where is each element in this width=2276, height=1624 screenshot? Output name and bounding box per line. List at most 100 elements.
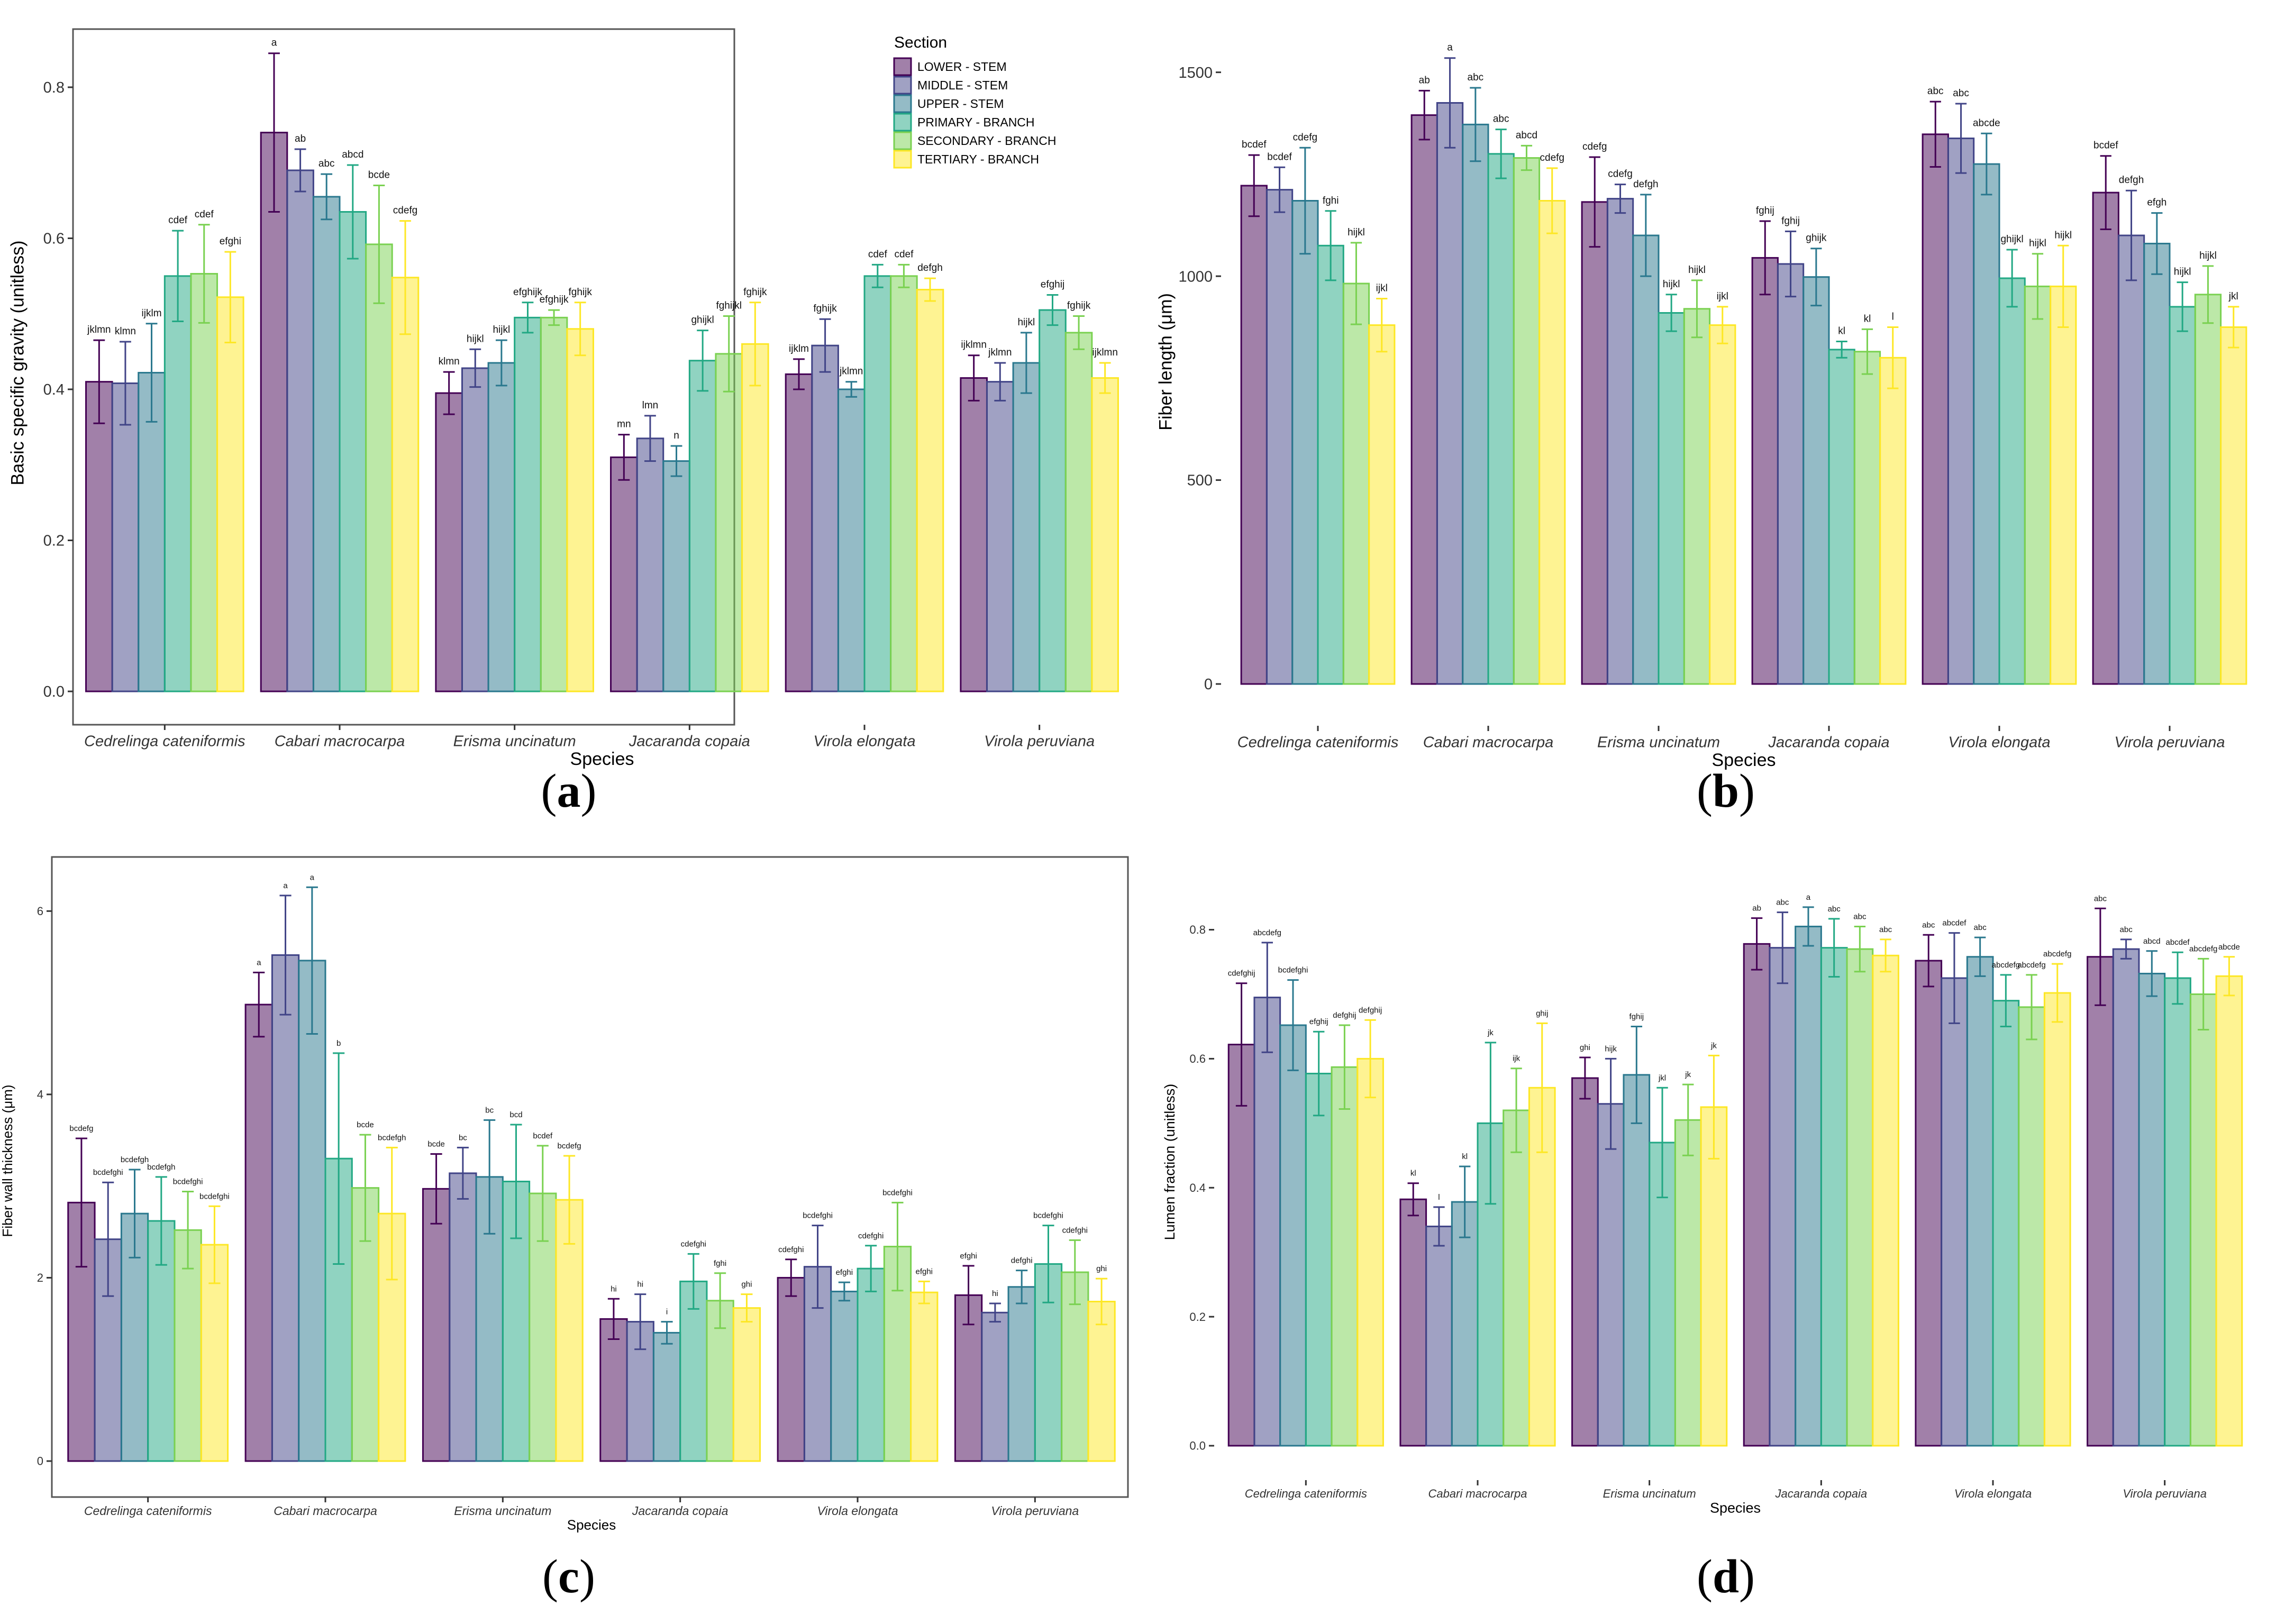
data-label: abc [318,158,335,169]
bar [1683,308,1711,685]
bar [785,373,813,692]
y-tick-label: 0.8 [43,79,65,96]
data-label: jk [1685,1070,1691,1079]
bar [2215,975,2243,1447]
data-label: hijkl [1017,317,1035,328]
data-label: cdefg [1582,141,1607,152]
legend-entry: LOWER - STEM [917,60,1007,74]
legend: Section LOWER - STEM MIDDLE - STEM UPPER - … [893,34,1056,169]
data-label: ghi [1096,1264,1107,1273]
legend-swatch [893,76,912,95]
bar [688,360,717,692]
data-label: abc [1922,920,1935,929]
bar [1820,947,1848,1447]
data-label: hijkl [2054,230,2072,241]
y-tick-label: 0.4 [43,381,65,398]
panel-c: 0 2 4 6 Fiber wall thickness (μm) Cedrelinga … [0,856,1129,1603]
bar [679,1280,708,1462]
bar [2024,285,2052,685]
bar [1853,351,1881,685]
bar [1915,960,1943,1447]
bar [2087,956,2114,1447]
data-label: ab [1752,904,1761,913]
bar [910,1291,939,1462]
bar [2112,948,2140,1447]
data-label: ghi [1580,1043,1590,1052]
data-label: ijklm [789,343,809,354]
data-label: ijkl [1376,283,1388,294]
data-label: abcdefg [1253,928,1281,937]
legend-title: Section [894,34,947,51]
data-label: ijk [1513,1054,1521,1063]
data-label: bcdefg [558,1142,581,1151]
bar [312,196,341,692]
data-label: cdefghi [1062,1226,1088,1235]
data-label: bcdefgh [378,1133,406,1142]
data-label: bcdefghi [803,1211,833,1220]
x-tick-label: Virola elongata [817,1504,898,1518]
bar [2143,242,2171,685]
data-label: cdefg [1540,152,1564,163]
data-label: fghijk [743,287,767,298]
bar [1879,357,1907,685]
data-label: abc [1468,72,1484,83]
bar [85,381,113,692]
data-label: hijkl [1663,279,1680,290]
data-label: cdefg [1293,132,1317,143]
bar [1658,312,1685,685]
data-label: hi [992,1289,998,1298]
data-label: bcdefghi [173,1178,203,1187]
data-label: jkl [2228,291,2238,302]
data-label: bcdef [533,1132,553,1141]
data-label: klmn [439,356,460,367]
data-label: cdefghij [1228,969,1255,978]
bar [2194,294,2222,685]
bar [857,1267,885,1462]
data-label: i [666,1308,668,1317]
data-label: bcdefgh [121,1155,149,1164]
data-label: bcde [357,1120,374,1129]
data-label: defghi [1011,1256,1033,1265]
panel-a: 0.0 0.2 0.4 0.6 0.8 Basic specific gravity (u… [8,28,1119,817]
bar [1828,349,1855,685]
y-tick-label: 0.4 [1189,1181,1206,1194]
bar [2189,993,2217,1447]
x-tick-label: Erisma uncinatum [453,733,576,750]
data-label: hijkl [1348,227,1365,238]
x-tick-label: Jacaranda copaia [1768,734,1890,751]
bar [1227,1044,1255,1447]
data-label: efghi [915,1267,933,1276]
bar [260,132,288,692]
data-label: ab [295,133,306,144]
data-label: fghijk [1067,300,1091,311]
data-label: abcdef [1942,919,1967,928]
data-label: fghij [1781,215,1800,226]
bar [1947,138,1975,685]
bar [1581,201,1608,685]
bar [1425,1225,1453,1447]
data-label: cdefghi [858,1231,884,1240]
data-label: abcdefg [2017,961,2045,970]
data-label: ghijkl [691,315,714,326]
bar [1039,309,1067,692]
bar [636,437,664,692]
bar [1623,1074,1651,1447]
data-label: kl [1864,313,1871,324]
panel-label: (d) [1697,1550,1755,1603]
bar [986,381,1014,692]
data-label: fghijkl [716,300,742,311]
data-label: cdef [168,215,188,226]
data-label: bcdef [1242,139,1267,150]
panel-d: 0.0 0.2 0.4 0.6 0.8 Lumen fraction (unitless)… [1162,893,2243,1603]
bar [1266,189,1294,685]
bar [1091,377,1119,692]
data-label: fghi [714,1259,726,1268]
bar [190,273,219,692]
data-label: a [1806,893,1811,902]
x-axis-title: Species [567,1517,616,1532]
legend-swatch [893,113,912,132]
panel-b: 0 500 1000 1500 Fiber length (μm) Cedrelinga … [1156,42,2247,817]
data-label: mn [617,419,631,430]
y-tick-label: 0.8 [1189,923,1206,936]
data-label: efgh [2147,197,2166,208]
